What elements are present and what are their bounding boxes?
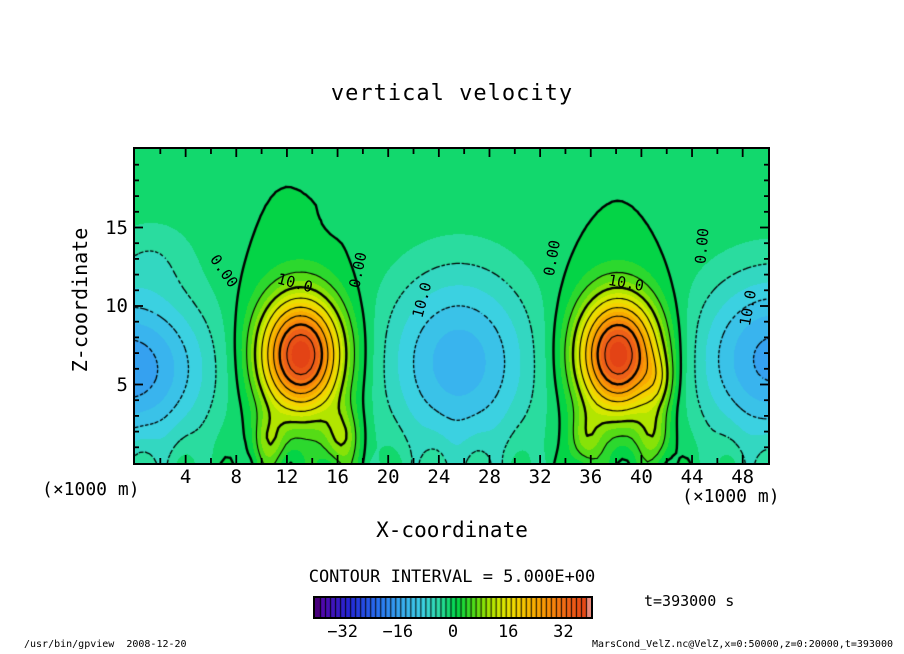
colorbar-tick-label: 32 [553, 622, 574, 642]
x-tick-label: 32 [528, 466, 552, 488]
colorbar-tick-label: 0 [447, 622, 459, 642]
colorbar-tick-label: 16 [497, 622, 519, 642]
y-tick-label: 5 [116, 373, 128, 396]
x-tick-label: 28 [478, 466, 501, 488]
contour-plot-frame [133, 147, 770, 465]
footer-dataset-stamp: MarsCond_VelZ.nc@VelZ,x=0:50000,z=0:2000… [591, 639, 893, 650]
y-tick-label: 10 [105, 295, 128, 317]
x-tick-label: 20 [376, 466, 400, 488]
x-unit-label-right: (×1000 m) [682, 486, 780, 507]
x-tick-label: 8 [230, 466, 242, 488]
footer-program-stamp: /usr/bin/gpview 2008-12-20 [24, 639, 187, 650]
contour-interval-text: CONTOUR INTERVAL = 5.000E+00 [308, 567, 596, 587]
x-tick-label: 12 [275, 466, 299, 488]
x-tick-label: 44 [680, 466, 704, 488]
x-tick-label: 4 [179, 466, 192, 488]
x-unit-label-left: (×1000 m) [42, 479, 140, 500]
y-tick-label: 15 [105, 216, 128, 239]
colorbar-tick-label: −16 [382, 622, 414, 642]
x-tick-label: 16 [326, 466, 349, 488]
plot-title: vertical velocity [330, 81, 574, 106]
colorbar-tick-label: −32 [327, 622, 358, 642]
x-tick-label: 24 [427, 466, 451, 488]
contour-field-canvas [135, 149, 768, 463]
x-tick-label: 48 [731, 466, 755, 488]
contour-value-label: 0.00 [691, 227, 713, 265]
x-tick-label: 40 [629, 466, 653, 488]
colorbar [313, 596, 593, 619]
time-annotation: t=393000 s [644, 592, 735, 610]
colorbar-canvas [315, 598, 591, 617]
x-axis-label: X-coordinate [376, 518, 528, 542]
x-tick-label: 36 [579, 466, 603, 488]
